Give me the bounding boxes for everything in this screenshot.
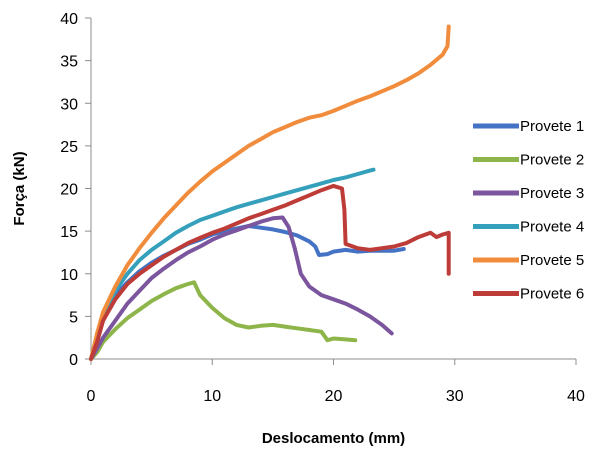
x-tick-label: 20 [325, 388, 343, 405]
x-tick-label: 10 [203, 388, 221, 405]
y-tick-label: 0 [69, 352, 78, 369]
y-axis-ticks: 0 5 10 15 20 25 30 35 40 [60, 11, 91, 369]
y-tick-label: 35 [60, 54, 78, 71]
x-axis-ticks: 0 10 20 30 40 [87, 359, 585, 405]
legend-label: Provete 6 [520, 286, 584, 303]
y-axis-title: Força (kN) [11, 151, 28, 225]
x-tick-label: 30 [446, 388, 464, 405]
series-line-provete-5 [89, 24, 451, 361]
y-tick-label: 40 [60, 11, 78, 28]
series-line-provete-3 [89, 215, 394, 361]
legend-label: Provete 5 [520, 252, 584, 269]
y-tick-label: 15 [60, 224, 78, 241]
legend-label: Provete 3 [520, 185, 584, 202]
y-tick-label: 5 [69, 309, 78, 326]
y-tick-label: 30 [60, 96, 78, 113]
y-tick-label: 20 [60, 182, 78, 199]
legend-label: Provete 2 [520, 152, 584, 169]
y-tick-label: 10 [60, 267, 78, 284]
series-line-provete-2 [89, 280, 358, 361]
series-line-provete-4 [89, 167, 376, 361]
legend-label: Provete 4 [520, 219, 584, 236]
y-tick-label: 25 [60, 139, 78, 156]
x-axis-title: Deslocamento (mm) [262, 430, 405, 447]
x-tick-label: 0 [87, 388, 96, 405]
legend-label: Provete 1 [520, 118, 584, 135]
series-lines [89, 24, 451, 361]
legend: Provete 1 Provete 2 Provete 3 Provete 4 Prov… [473, 118, 584, 303]
series-line-provete-6 [89, 183, 451, 361]
x-tick-label: 40 [567, 388, 585, 405]
